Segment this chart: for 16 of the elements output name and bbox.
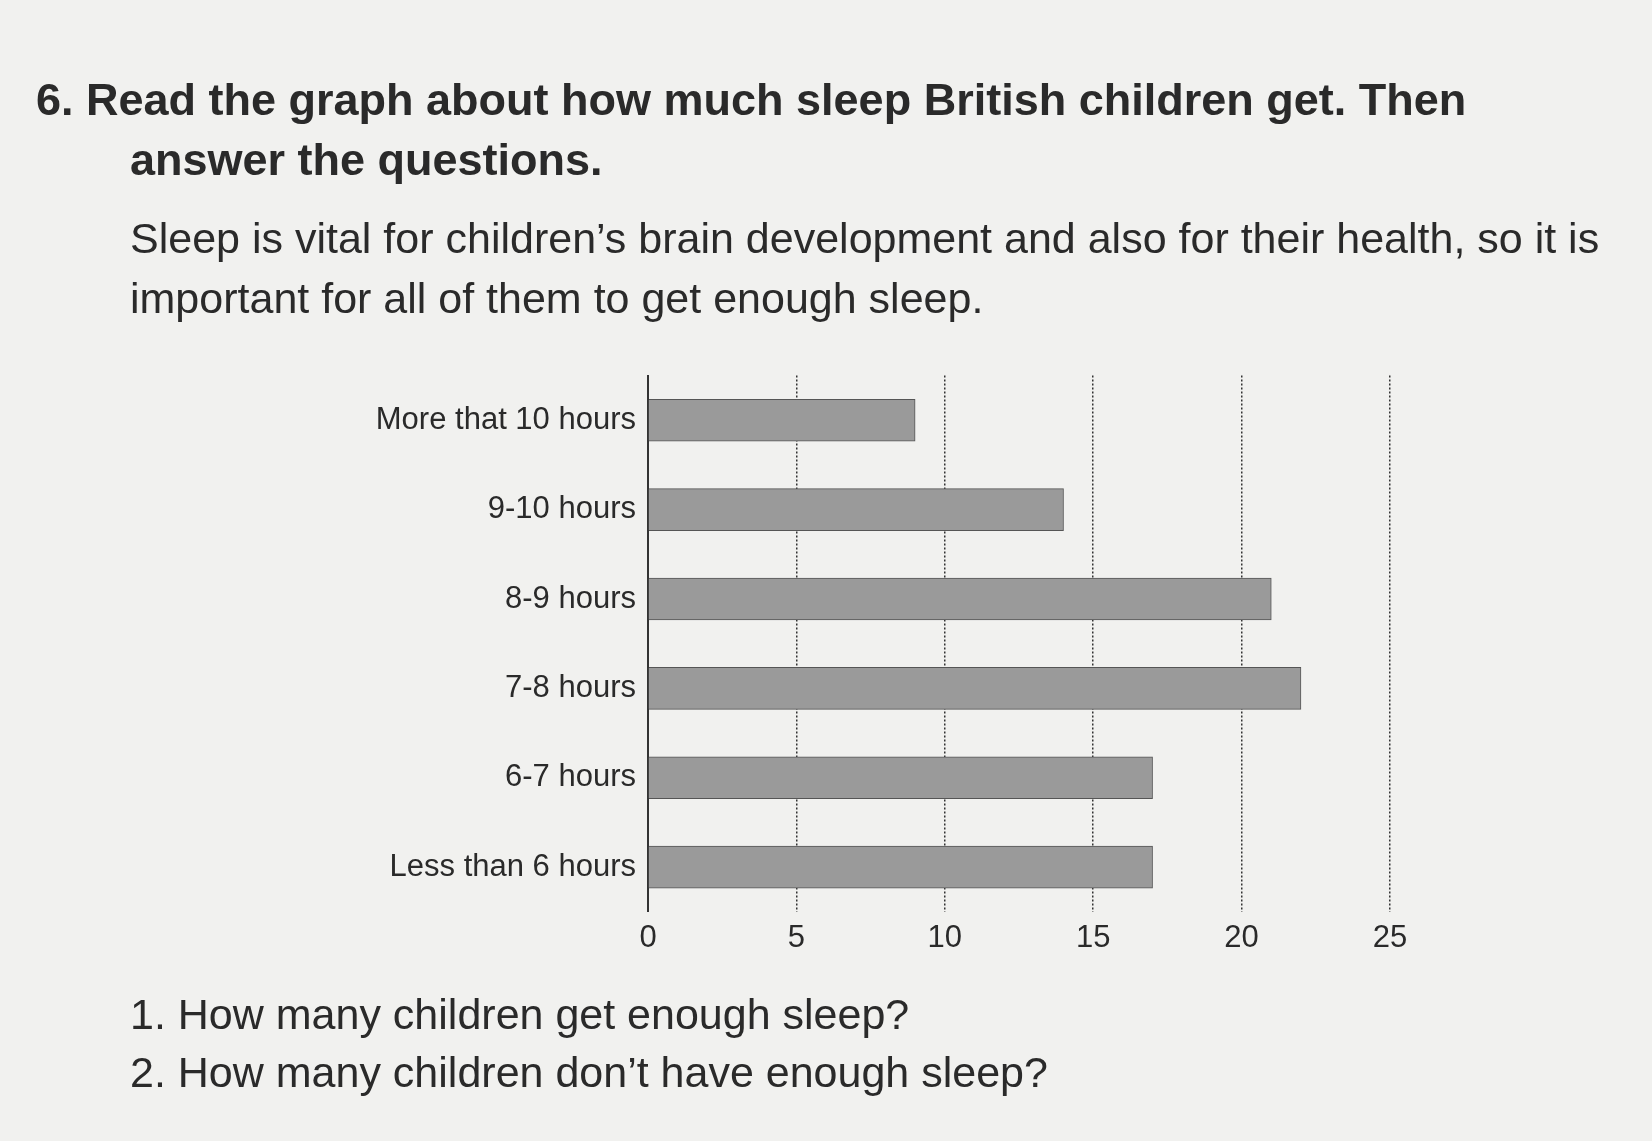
x-tick-label: 10	[927, 918, 963, 954]
y-tick-label: More that 10 hours	[375, 400, 636, 436]
y-tick-label: 8-9 hours	[505, 579, 636, 615]
y-tick-label: 9-10 hours	[487, 490, 636, 526]
y-tick-label: 7-8 hours	[505, 668, 636, 704]
text: 2. How many children don’t have enough sleep?	[130, 1047, 1048, 1098]
x-tick-label: 25	[1372, 918, 1408, 954]
chart-subtitle: Sleep is vital for children’s brain development and also for their health, so it is important for all of them to get enough sleep.	[130, 213, 1600, 324]
x-tick-label: 0	[639, 918, 657, 954]
y-tick-label: 6-7 hours	[505, 758, 636, 794]
text: 1. How many children get enough sleep?	[130, 989, 911, 1040]
chart-title: 6. Read the graph about how much sleep British children get. Then answer the questions.	[36, 73, 1468, 187]
x-tick-label: 15	[1075, 918, 1111, 954]
x-tick-label: 20	[1224, 918, 1259, 954]
x-tick-label: 5	[787, 918, 806, 954]
y-tick-label: Less than 6 hours	[389, 847, 636, 883]
